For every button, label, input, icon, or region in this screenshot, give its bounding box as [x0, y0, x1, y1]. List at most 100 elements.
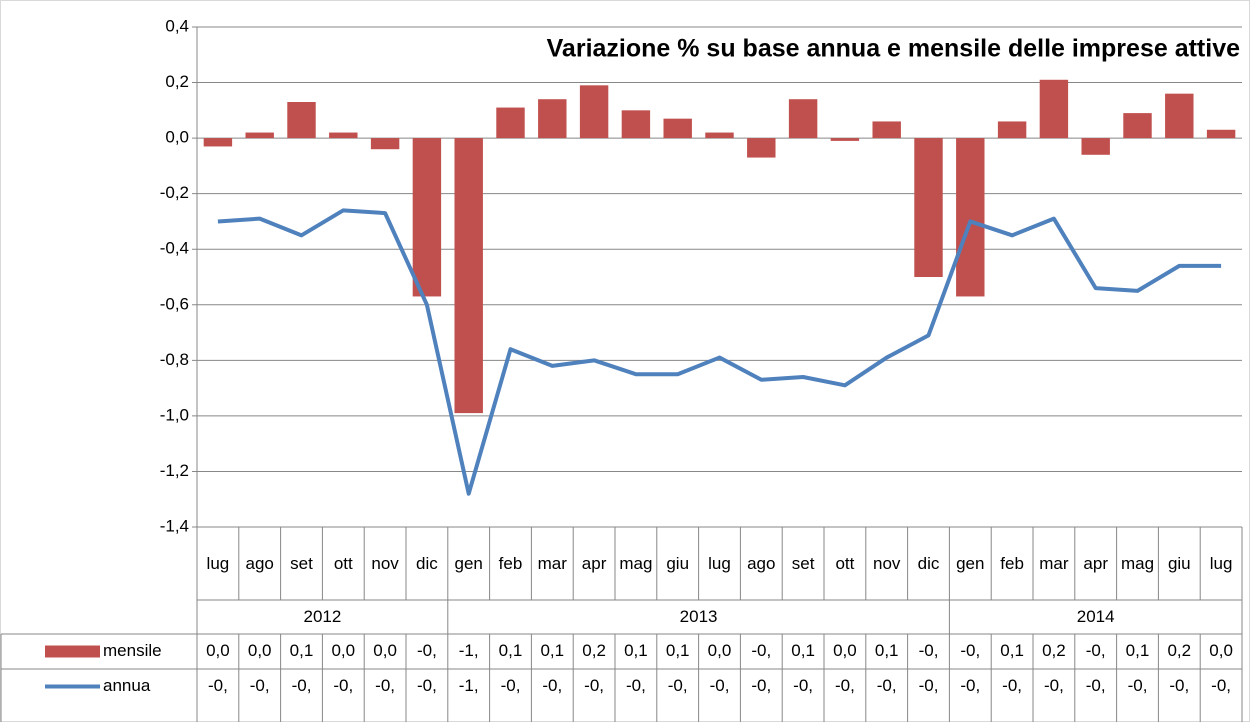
x-tick-label: apr — [581, 553, 607, 573]
x-tick-label: gen — [956, 553, 985, 573]
chart-title: Variazione % su base annua e mensile del… — [547, 35, 1240, 63]
table-value: 0,1 — [791, 641, 815, 660]
table-value: 0,1 — [499, 641, 523, 660]
x-tick-label: feb — [1000, 553, 1024, 573]
year-label: 2012 — [303, 607, 342, 626]
table-value: 0,1 — [540, 641, 564, 660]
table-value: 0,0 — [833, 641, 857, 660]
y-tick-label: -1,2 — [160, 461, 189, 480]
y-tick-label: 0,0 — [165, 128, 189, 147]
bar — [203, 138, 233, 147]
bar — [788, 99, 818, 139]
table-value: -0, — [919, 676, 939, 695]
bar — [830, 138, 860, 141]
table-value: -0, — [542, 676, 562, 695]
table-value: 0,2 — [582, 641, 606, 660]
x-tick-label: gen — [454, 553, 483, 573]
y-tick-label: -0,8 — [160, 350, 189, 369]
table-value: 0,2 — [1167, 641, 1191, 660]
x-tick-label: giu — [1167, 553, 1191, 573]
table-value: 0,0 — [206, 641, 230, 660]
bar — [329, 132, 358, 139]
table-value: -0, — [626, 676, 646, 695]
table-value: -0, — [710, 676, 730, 695]
table-value: 0,0 — [331, 641, 355, 660]
table-value: 0,1 — [666, 641, 690, 660]
x-tick-label: ott — [333, 553, 353, 573]
y-tick-label: 0,2 — [165, 72, 189, 91]
year-label: 2013 — [679, 607, 718, 626]
bar — [454, 138, 483, 414]
table-value: -1, — [459, 641, 479, 660]
x-tick-label: mar — [537, 553, 567, 573]
x-tick-label: nov — [371, 553, 399, 573]
x-tick-label: nov — [872, 553, 901, 573]
bar — [872, 121, 901, 139]
table-value: -0, — [1169, 676, 1189, 695]
x-tick-label: mag — [619, 553, 653, 573]
table-value: -0, — [1044, 676, 1064, 695]
bar — [956, 138, 985, 297]
x-tick-label: mar — [1039, 553, 1069, 573]
table-value: 0,1 — [1126, 641, 1150, 660]
table-value: 0,1 — [624, 641, 648, 660]
table-value: 0,0 — [708, 641, 732, 660]
table-value: -1, — [459, 676, 479, 695]
table-value: -0, — [375, 676, 395, 695]
x-tick-label: feb — [498, 553, 523, 573]
bar — [1206, 129, 1236, 139]
y-tick-label: 0,4 — [165, 16, 189, 35]
table-value: -0, — [668, 676, 688, 695]
bar — [496, 107, 525, 139]
y-tick-label: -1,4 — [160, 516, 189, 535]
table-value: -0, — [417, 641, 437, 660]
x-tick-label: giu — [666, 553, 690, 573]
table-value: -0, — [793, 676, 813, 695]
x-tick-label: ago — [245, 553, 274, 573]
table-value: -0, — [1002, 676, 1022, 695]
legend-key — [45, 645, 100, 658]
x-tick-label: lug — [1209, 553, 1233, 573]
legend-label: mensile — [103, 641, 162, 660]
table-value: -0, — [960, 641, 980, 660]
table-value: 0,0 — [248, 641, 272, 660]
table-value: -0, — [333, 676, 353, 695]
bar — [1165, 93, 1194, 139]
bar — [705, 132, 734, 139]
table-value: 0,1 — [290, 641, 314, 660]
table-value: -0, — [960, 676, 980, 695]
y-tick-label: -0,2 — [160, 183, 189, 202]
legend-label: annua — [103, 676, 151, 695]
table-value: -0, — [250, 676, 270, 695]
table-value: -0, — [1128, 676, 1148, 695]
table-value: -0, — [292, 676, 312, 695]
y-tick-label: -1,0 — [160, 405, 189, 424]
y-tick-label: -0,6 — [160, 294, 189, 313]
table-value: 0,0 — [373, 641, 397, 660]
x-tick-label: mag — [1120, 553, 1155, 573]
x-tick-label: lug — [206, 553, 230, 573]
table-value: -0, — [501, 676, 521, 695]
x-tick-label: set — [290, 553, 313, 573]
table-value: 0,2 — [1042, 641, 1066, 660]
table-value: -0, — [919, 641, 939, 660]
bar — [287, 102, 316, 139]
table-value: -0, — [584, 676, 604, 695]
bar — [538, 99, 567, 139]
table-value: 0,1 — [875, 641, 899, 660]
bar — [663, 118, 692, 139]
x-tick-label: ago — [747, 553, 776, 573]
bar — [621, 110, 651, 139]
bar — [914, 138, 943, 277]
table-value: 0,0 — [1209, 641, 1233, 660]
year-label: 2014 — [1076, 607, 1115, 626]
line — [217, 208, 1222, 496]
table-value: -0, — [877, 676, 897, 695]
x-tick-label: set — [791, 553, 815, 573]
bar — [747, 138, 776, 158]
bar — [1123, 113, 1152, 139]
table-value: -0, — [208, 676, 228, 695]
table-value: -0, — [1086, 641, 1106, 660]
